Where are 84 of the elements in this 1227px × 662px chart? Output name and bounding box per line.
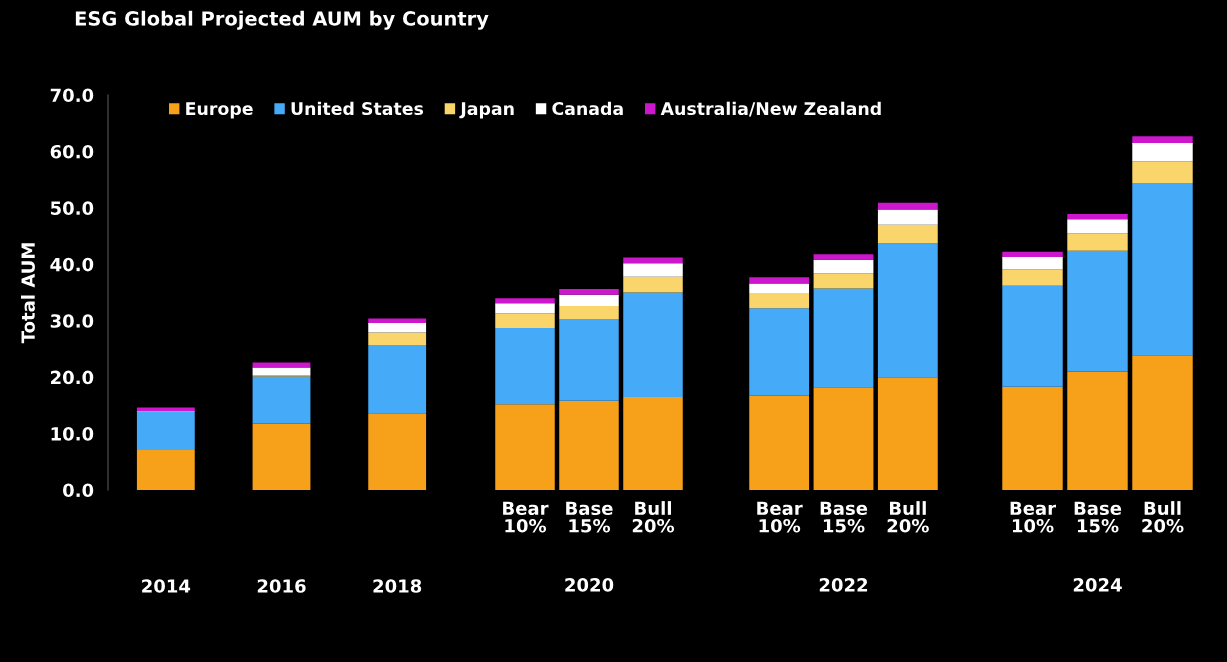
y-tick-label: 30.0 (50, 314, 94, 328)
bar (749, 293, 810, 309)
y-tick-label: 0.0 (62, 483, 94, 498)
x-tick-label: Bull 20% (632, 501, 675, 533)
bar (136, 449, 195, 490)
bar (749, 277, 810, 284)
legend-label: Australia/New Zealand (660, 101, 881, 117)
bar (559, 319, 619, 401)
bar (1002, 285, 1063, 387)
x-tick-label: 2014 (142, 579, 191, 593)
legend-label: Europe (186, 102, 253, 119)
y-tick-label: 20.0 (50, 370, 94, 385)
y-axis-title: Total AUM (20, 243, 35, 344)
bar (368, 413, 427, 490)
bar (368, 318, 427, 323)
bar (252, 376, 311, 424)
y-tick-label: 40.0 (50, 257, 94, 272)
bar (623, 276, 683, 293)
legend-label: United States (291, 101, 424, 116)
x-tick-label: Bear 10% (1010, 501, 1056, 533)
bar (877, 202, 938, 210)
x-tick-label: 2018 (373, 579, 422, 593)
x-tick-label: 2016 (257, 579, 306, 593)
x-tick-label: Bear 10% (503, 501, 549, 533)
bar (1002, 386, 1063, 490)
bar (813, 254, 874, 260)
bar (749, 283, 810, 294)
bar (749, 395, 810, 490)
legend-label: Canada (552, 101, 623, 116)
bar (495, 298, 555, 304)
bar (368, 344, 427, 414)
bar (495, 313, 555, 329)
bar (1067, 214, 1128, 220)
x-tick-label: Base 15% (1074, 501, 1122, 533)
bar (1132, 161, 1193, 184)
chart-title: ESG Global Projected AUM by Country (75, 10, 489, 30)
bar (1002, 251, 1063, 257)
bar (559, 294, 619, 307)
bar (559, 400, 619, 490)
bar (1002, 269, 1063, 286)
bar (877, 377, 938, 490)
bar (136, 411, 195, 450)
x-axis-title: 2024 (1073, 578, 1122, 592)
bar (559, 289, 619, 295)
bar (1132, 183, 1193, 356)
x-tick-label: Base 15% (566, 501, 613, 533)
x-tick-label: Bear 10% (757, 501, 803, 533)
bar (813, 387, 874, 490)
bar (1067, 250, 1128, 372)
bar (877, 224, 938, 244)
bar (1132, 355, 1193, 490)
bar (1067, 233, 1128, 251)
bar (623, 292, 683, 397)
bar (252, 423, 311, 490)
bar (252, 362, 311, 368)
bar (495, 303, 555, 314)
bar (559, 306, 619, 320)
y-tick-label: 60.0 (50, 144, 94, 159)
bar (1002, 256, 1063, 270)
bar (749, 308, 810, 396)
bar (813, 273, 874, 289)
bar (877, 243, 938, 378)
bar (623, 396, 683, 490)
y-tick-label: 70.0 (50, 88, 94, 103)
bar (1067, 371, 1128, 490)
bar (1067, 219, 1128, 234)
bar (813, 259, 874, 274)
x-axis-title: 2020 (565, 578, 614, 592)
legend-label: Japan (459, 102, 514, 119)
bar (623, 263, 683, 277)
x-axis-title: 2022 (819, 578, 868, 592)
bar (368, 332, 427, 345)
bar (495, 328, 555, 405)
bar (368, 322, 427, 333)
bar (813, 288, 874, 388)
x-tick-label: Bull 20% (887, 501, 929, 533)
x-tick-label: Bull 20% (1142, 501, 1184, 533)
bar (495, 404, 555, 490)
x-tick-label: Base 15% (820, 501, 868, 533)
bar (877, 209, 938, 225)
y-tick-label: 10.0 (51, 427, 94, 441)
bar (1132, 136, 1193, 143)
y-tick-label: 50.0 (50, 201, 94, 215)
bar (1132, 142, 1193, 162)
